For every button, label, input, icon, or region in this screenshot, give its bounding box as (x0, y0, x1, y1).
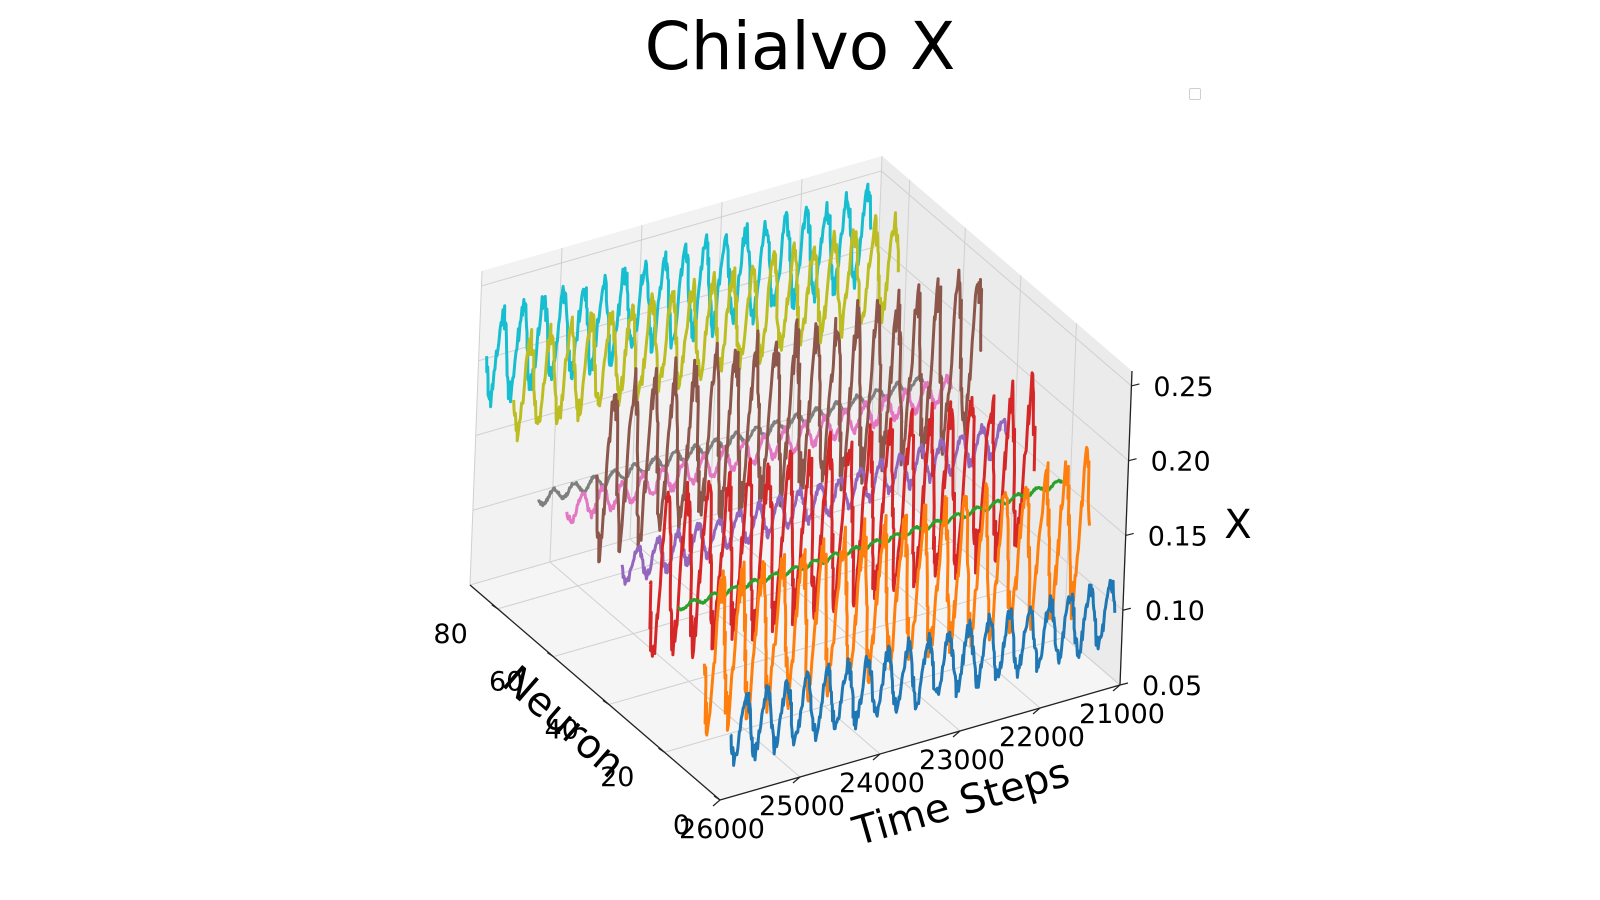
x-tick-mark (872, 753, 881, 761)
z-tick-mark (1122, 607, 1132, 611)
x-tick-mark (712, 799, 721, 807)
series-neuron-50 (595, 268, 984, 564)
series-neuron-10 (702, 445, 1091, 737)
axis-line (1119, 370, 1133, 686)
z-tick-mark (1125, 532, 1134, 537)
y-tick-label: 20 (600, 762, 634, 793)
grid-line (952, 227, 966, 542)
side-pane (870, 156, 1132, 685)
y-tick-label: 60 (489, 667, 523, 698)
series-neuron-0 (729, 578, 1117, 767)
x-tick-label: 24000 (839, 768, 925, 799)
x-tick-mark (792, 776, 801, 784)
z-tick-label: 0.20 (1151, 447, 1211, 478)
z-tick-label: 0.05 (1142, 671, 1202, 702)
axis-line (469, 584, 721, 801)
x-tick-label: 23000 (919, 745, 1005, 776)
x-tick-mark (1112, 684, 1121, 692)
y-tick-label: 0 (673, 810, 690, 841)
z-tick-label: 0.25 (1153, 372, 1213, 403)
z-tick-label: 0.15 (1148, 521, 1208, 552)
y-tick-label: 40 (545, 714, 579, 745)
x-tick-label: 26000 (679, 814, 765, 845)
z-tick-label: 0.10 (1145, 596, 1205, 627)
chart-title: Chialvo X (644, 8, 956, 85)
x-tick-label: 21000 (1079, 699, 1165, 730)
grid-line (881, 170, 1132, 387)
grid-line (608, 588, 1010, 705)
series-neuron-40 (620, 417, 1008, 586)
grid-line (897, 179, 911, 494)
x-tick-mark (952, 730, 961, 738)
grid-line (1063, 323, 1077, 638)
axis-line (719, 684, 1121, 801)
y-tick-mark (713, 795, 721, 801)
x-tick-label: 25000 (759, 791, 845, 822)
series-neuron-90 (485, 182, 873, 409)
z-tick-mark (1131, 383, 1140, 387)
legend (1189, 88, 1201, 100)
series-neuron-30 (648, 371, 1037, 660)
y-tick-mark (658, 747, 665, 753)
z-tick-mark (1128, 458, 1137, 462)
y-tick-mark (491, 604, 499, 610)
z-axis-label: X (1224, 502, 1251, 548)
grid-line (664, 636, 1065, 753)
grid-line (481, 170, 882, 287)
series-lines (485, 182, 1117, 767)
grid-line (469, 270, 483, 586)
series-neuron-80 (512, 211, 900, 443)
y-tick-mark (547, 652, 554, 658)
grid-line (872, 394, 1124, 611)
x-tick-mark (1032, 707, 1041, 715)
y-tick-mark (602, 699, 610, 705)
y-tick-label: 80 (433, 619, 467, 650)
z-tick-mark (1119, 682, 1129, 686)
x-tick-label: 22000 (999, 722, 1085, 753)
grid-line (878, 245, 1129, 462)
